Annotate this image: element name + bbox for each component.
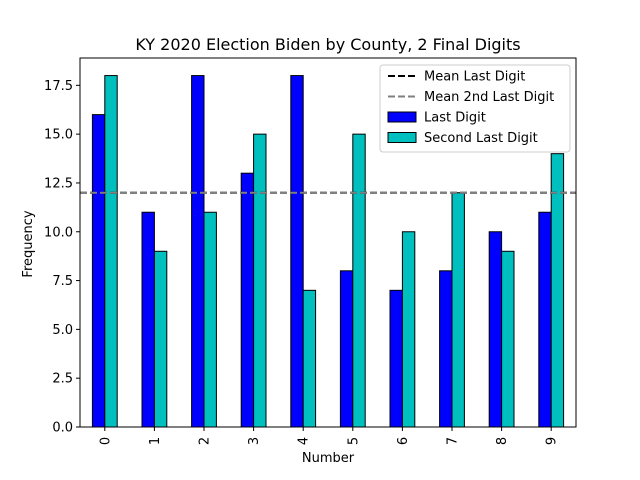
y-axis-label: Frequency (21, 210, 36, 277)
bar-series-2-cat-0 (104, 75, 118, 428)
legend-box (379, 64, 571, 153)
y-tick-label: 10.0 (44, 225, 73, 240)
y-tick-label: 15.0 (44, 128, 73, 143)
bar-series-1-cat-7 (439, 270, 453, 428)
bar-series-2-cat-5 (352, 133, 366, 428)
y-tick-label: 12.5 (44, 176, 73, 191)
x-axis-label: Number (302, 451, 355, 466)
y-tick-label: 5.0 (52, 323, 73, 338)
bar-series-1-cat-3 (240, 172, 255, 428)
x-tick-label: 5 (346, 437, 361, 445)
bar-series-2-cat-9 (550, 153, 565, 428)
legend-marker-4 (387, 132, 417, 143)
legend: Mean Last Digit Mean 2nd Last Digit Last D… (379, 64, 571, 153)
x-axis-ticks: 0 1 2 3 4 5 6 7 8 9 (98, 427, 560, 445)
x-tick-label: 7 (446, 437, 461, 445)
legend-label-4: Second Last Digit (424, 131, 538, 146)
bar-series-1-cat-9 (538, 211, 552, 428)
x-tick-label: 6 (396, 437, 411, 445)
bar-series-1-cat-6 (389, 289, 403, 428)
legend-label-1: Mean Last Digit (424, 70, 525, 85)
y-tick-label: 7.5 (52, 274, 73, 289)
bars-group (91, 75, 565, 428)
legend-marker-3 (387, 111, 417, 123)
x-tick-label: 8 (495, 437, 510, 445)
x-tick-label: 0 (98, 437, 113, 445)
y-axis-ticks: 0.0 2.5 5.0 7.5 10.0 12.5 15.0 17.5 (44, 79, 80, 436)
bar-series-2-cat-7 (451, 192, 465, 428)
y-tick-label: 2.5 (52, 372, 73, 387)
legend-label-2: Mean 2nd Last Digit (424, 90, 554, 105)
bar-series-1-cat-8 (488, 231, 503, 428)
bar-series-1-cat-4 (290, 75, 304, 428)
bar-series-2-cat-1 (153, 250, 168, 428)
bar-series-1-cat-1 (141, 211, 155, 428)
bar-series-1-cat-0 (91, 114, 106, 428)
legend-label-3: Last Digit (424, 111, 486, 126)
x-tick-label: 3 (247, 437, 262, 445)
bar-series-2-cat-2 (203, 211, 217, 428)
y-tick-label: 0.0 (52, 421, 73, 436)
bar-series-2-cat-4 (302, 289, 317, 428)
x-tick-label: 2 (198, 437, 213, 445)
y-tick-label: 17.5 (44, 79, 73, 94)
axes-frame (79, 57, 577, 428)
x-tick-label: 9 (545, 437, 560, 445)
chart-title: KY 2020 Election Biden by County, 2 Fina… (135, 35, 520, 54)
bar-series-2-cat-6 (401, 231, 416, 428)
bar-series-2-cat-3 (253, 133, 267, 428)
x-tick-label: 1 (148, 437, 163, 445)
bar-series-1-cat-5 (339, 270, 354, 428)
bar-series-2-cat-8 (501, 250, 515, 428)
bar-series-1-cat-2 (191, 75, 205, 428)
x-tick-label: 4 (297, 437, 312, 445)
